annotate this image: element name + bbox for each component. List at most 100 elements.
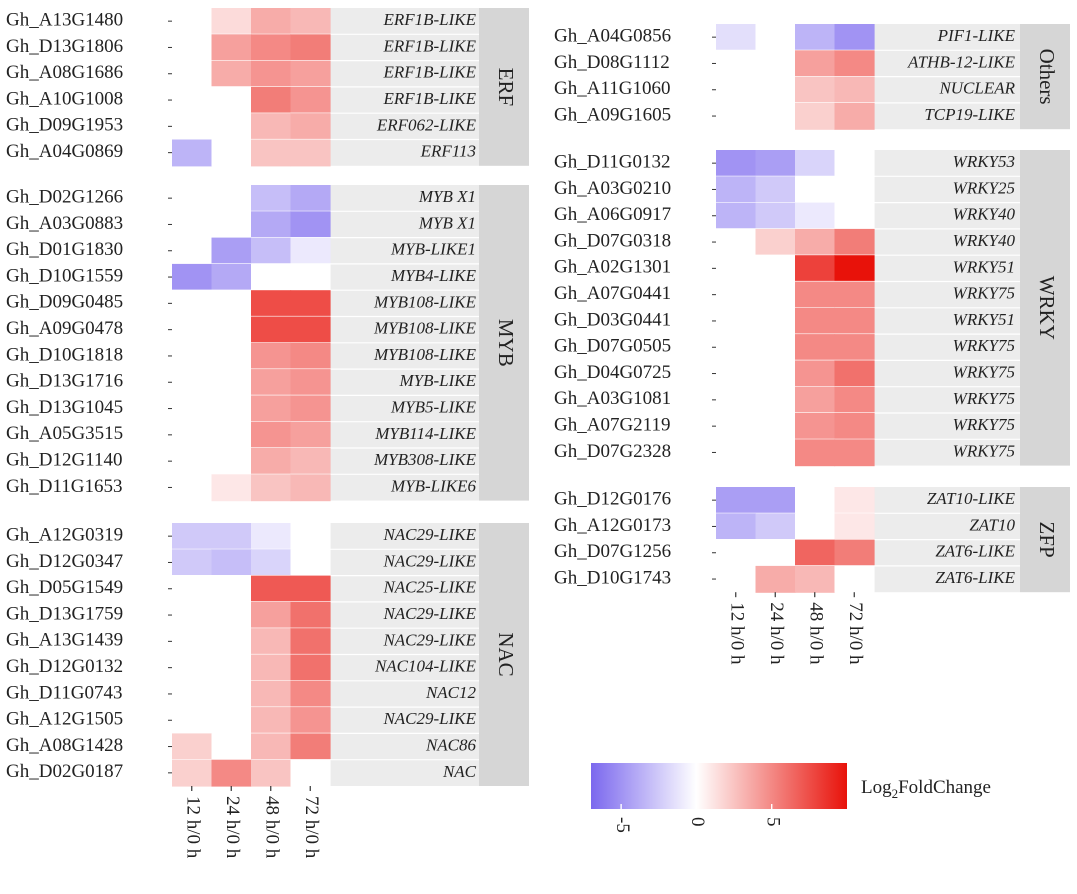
gene-label: Gh_D12G0132 <box>6 656 123 677</box>
heat-cell <box>211 474 252 502</box>
heat-cell <box>172 342 213 370</box>
heat-cell <box>211 421 252 449</box>
heat-cell <box>211 185 252 212</box>
heat-cell <box>290 601 331 629</box>
heat-cell <box>795 176 836 204</box>
heat-cell <box>211 290 252 318</box>
heat-cell <box>795 202 836 230</box>
column-label: 48 h/0 h <box>261 796 282 859</box>
panel-myb: MYB Gh_D02G1266 MYB X1 Gh_A03G0883 MYB X1 Gh_… <box>6 185 529 502</box>
heat-cell <box>834 565 875 593</box>
heat-cell <box>290 523 331 550</box>
heat-cell <box>211 680 252 708</box>
family-label: ZFP <box>1035 522 1059 558</box>
heat-cell <box>834 439 875 467</box>
heat-cell <box>172 211 213 239</box>
column-label: 72 h/0 h <box>845 602 866 665</box>
heat-cell <box>211 448 252 475</box>
heat-cell <box>172 113 213 141</box>
heat-cell <box>795 334 836 361</box>
gene-description: ATHB-12-LIKE <box>907 52 1016 71</box>
heat-cell <box>755 202 796 230</box>
heat-cell <box>755 413 796 440</box>
heat-cell <box>755 386 796 414</box>
gene-label: Gh_A11G1060 <box>554 78 670 99</box>
column-label: 72 h/0 h <box>301 796 322 859</box>
gene-label: Gh_A02G1301 <box>554 257 671 278</box>
heat-cell <box>755 487 796 514</box>
heat-cell <box>716 439 757 467</box>
heat-cell <box>211 601 252 629</box>
gene-description: ERF1B-LIKE <box>382 63 476 82</box>
heat-cell <box>211 34 252 62</box>
gene-label: Gh_D07G1256 <box>554 541 671 562</box>
heat-cell <box>251 290 292 318</box>
heat-cell <box>251 628 292 656</box>
gene-label: Gh_D11G0743 <box>6 682 122 703</box>
heat-cell <box>755 176 796 204</box>
heat-cell <box>290 421 331 449</box>
gene-description: ERF062-LIKE <box>376 115 477 134</box>
heat-cell <box>290 8 331 35</box>
heat-cell <box>290 395 331 423</box>
heat-cell <box>755 307 796 335</box>
gene-label: Gh_D09G1953 <box>6 115 123 136</box>
gene-description: ZAT6-LIKE <box>935 542 1015 561</box>
heat-cell <box>172 185 213 212</box>
heat-cell <box>716 102 757 130</box>
gene-description: ZAT6-LIKE <box>935 568 1015 587</box>
heat-cell <box>834 202 875 230</box>
gene-label: Gh_D12G1140 <box>6 450 122 471</box>
heat-cell <box>834 307 875 335</box>
heat-cell <box>290 60 331 88</box>
heat-cell <box>172 60 213 88</box>
panel-wrky: WRKY Gh_D11G0132 WRKY53 Gh_A03G0210 WRKY25 Gh… <box>554 150 1070 467</box>
heat-cell <box>211 211 252 239</box>
gene-description: NAC12 <box>425 683 477 702</box>
colorbar-tick-label: -5 <box>612 817 633 833</box>
gene-description: NAC29-LIKE <box>382 604 476 623</box>
heat-cell <box>716 487 757 514</box>
heat-cell <box>755 334 796 361</box>
heat-cell <box>290 474 331 502</box>
heat-cell <box>251 448 292 475</box>
heat-cell <box>716 50 757 78</box>
heat-cell <box>251 601 292 629</box>
family-label: WRKY <box>1035 276 1059 340</box>
family-strip <box>479 523 529 786</box>
heat-cell <box>290 654 331 682</box>
heat-cell <box>172 86 213 114</box>
heat-cell <box>172 448 213 475</box>
heat-cell <box>251 421 292 449</box>
family-label: NAC <box>494 632 518 676</box>
heat-cell <box>251 185 292 212</box>
panel-others: Others Gh_A04G0856 PIF1-LIKE Gh_D08G1112 ATH… <box>554 24 1070 130</box>
heat-cell <box>716 281 757 309</box>
heat-cell <box>172 575 213 603</box>
heat-cell <box>716 360 757 388</box>
heat-cell <box>172 474 213 502</box>
heat-cell <box>795 24 836 51</box>
heat-cell <box>251 34 292 62</box>
heat-cell <box>290 575 331 603</box>
gene-label: Gh_A05G3515 <box>6 423 123 444</box>
gene-label: Gh_A12G1505 <box>6 709 123 730</box>
heat-cell <box>716 513 757 541</box>
family-strip <box>1020 487 1070 593</box>
heat-cell <box>834 102 875 130</box>
family-strip <box>1020 24 1070 130</box>
heat-cell <box>795 487 836 514</box>
gene-description: MYB114-LIKE <box>374 424 476 443</box>
gene-label: Gh_A09G0478 <box>6 318 123 339</box>
heat-cell <box>290 139 331 167</box>
gene-description: MYB108-LIKE <box>373 292 477 311</box>
heat-cell <box>755 102 796 130</box>
heat-cell <box>716 202 757 230</box>
gene-label: Gh_A08G1686 <box>6 62 123 83</box>
heat-cell <box>834 281 875 309</box>
gene-description: MYB X1 <box>418 187 476 206</box>
heat-cell <box>290 185 331 212</box>
gene-description: WRKY53 <box>953 152 1015 171</box>
heat-cell <box>172 316 213 344</box>
